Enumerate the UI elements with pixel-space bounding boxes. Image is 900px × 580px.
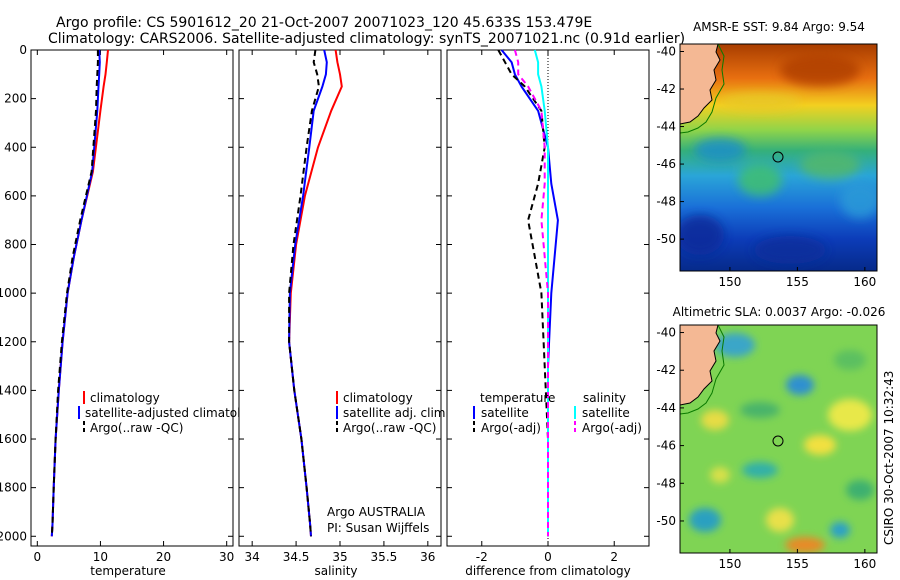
legend-label-climatology: climatology — [90, 391, 160, 405]
map-y-tick-label: -42 — [656, 82, 676, 96]
difference-xlabel: difference from climatology — [465, 564, 631, 578]
x-tick-label: 34.5 — [283, 550, 310, 564]
legend-heading-temperature: temperature — [480, 391, 555, 405]
sla-map-image — [680, 325, 877, 553]
salinity-axes-box — [238, 49, 442, 547]
legend-label-temp-satellite: satellite — [481, 406, 529, 420]
credit-line2: PI: Susan Wijffels — [327, 521, 429, 535]
temperature-panel: 0 10 20 30 0 200 400 600 800 1000 1200 1400 1600 1800… — [0, 43, 263, 578]
map-y-tick-label: -48 — [656, 476, 676, 490]
x-tick-label: 0 — [33, 550, 41, 564]
map-x-tick-label: 160 — [853, 275, 876, 289]
salinity-profile-lines — [288, 49, 343, 537]
legend-heading-salinity: salinity — [583, 391, 626, 405]
x-tick-label: 0 — [544, 550, 552, 564]
x-tick-label: 30 — [219, 550, 234, 564]
map-y-tick-label: -48 — [656, 195, 676, 209]
temperature-profile-lines — [50, 49, 109, 537]
salinity-axis-ticks: 34 34.5 35 35.5 36 — [239, 49, 441, 564]
float-position-marker — [772, 151, 784, 163]
y-tick-label: 800 — [4, 238, 27, 252]
map-y-tick-label: -42 — [656, 363, 676, 377]
map-y-tick-label: -44 — [656, 401, 676, 415]
salinity-legend: climatology satellite adj. clim. Argo(..… — [336, 391, 449, 435]
sla-map-title: Altimetric SLA: 0.0037 Argo: -0.026 — [673, 305, 886, 319]
y-tick-label: 1000 — [0, 286, 27, 300]
legend-label-climatology: climatology — [343, 391, 413, 405]
salinity-panel: 34 34.5 35 35.5 36 salinity climatology sate… — [238, 49, 449, 578]
map-x-tick-label: 150 — [718, 557, 741, 571]
figure-title-line1: Argo profile: CS 5901612_20 21-Oct-2007 … — [56, 15, 592, 31]
temperature-axes-box — [30, 49, 234, 547]
sla-map-ticks: 150 155 160 -40 -42 -44 -46 -48 -50 — [656, 326, 876, 571]
temperature-axis-ticks: 0 10 20 30 0 200 400 600 800 1000 1200 1400 1600 1800… — [0, 43, 234, 564]
difference-profile-lines — [497, 49, 559, 537]
map-y-tick-label: -40 — [656, 45, 676, 59]
sst-map-panel: AMSR-E SST: 9.84 Argo: 9.54 150 155 160 -40… — [656, 20, 878, 289]
legend-label-argo: Argo(..raw -QC) — [343, 421, 436, 435]
y-tick-label: 2000 — [0, 529, 27, 543]
legend-label-argo: Argo(..raw -QC) — [90, 421, 183, 435]
figure-title-line2: Climatology: CARS2006. Satellite-adjuste… — [48, 31, 685, 47]
legend-label-satellite-adjusted: satellite-adjusted climatology — [85, 406, 263, 420]
sst-map-image — [680, 44, 877, 271]
sst-map-ticks: 150 155 160 -40 -42 -44 -46 -48 -50 — [656, 45, 876, 289]
sla-map-frame — [679, 324, 878, 554]
x-tick-label: 10 — [93, 550, 108, 564]
float-position-marker — [772, 435, 784, 447]
y-tick-label: 1600 — [0, 432, 27, 446]
series-line-salinity-argo-adj — [513, 49, 549, 537]
x-tick-label: 20 — [156, 550, 171, 564]
map-y-tick-label: -50 — [656, 514, 676, 528]
sst-map-title: AMSR-E SST: 9.84 Argo: 9.54 — [693, 20, 865, 34]
map-y-tick-label: -40 — [656, 326, 676, 340]
map-y-tick-label: -46 — [656, 157, 676, 171]
legend-label-sal-satellite: satellite — [582, 406, 630, 420]
legend-label-satellite-adj: satellite adj. clim. — [343, 406, 449, 420]
difference-axis-ticks: -2 0 2 — [447, 49, 649, 564]
x-tick-label: 36 — [420, 550, 435, 564]
csiro-timestamp: CSIRO 30-Oct-2007 10:32:43 — [882, 371, 896, 545]
map-y-tick-label: -50 — [656, 232, 676, 246]
x-tick-label: 35.5 — [371, 550, 398, 564]
y-tick-label: 200 — [4, 92, 27, 106]
legend-label-sal-argo: Argo(-adj) — [582, 421, 642, 435]
map-x-tick-label: 160 — [853, 557, 876, 571]
map-y-tick-label: -46 — [656, 439, 676, 453]
series-line-argo-raw-qc — [50, 50, 99, 537]
difference-legend: temperature salinity satellite Argo(-adj… — [473, 391, 642, 435]
x-tick-label: 2 — [610, 550, 618, 564]
y-tick-label: 1200 — [0, 335, 27, 349]
map-x-tick-label: 155 — [786, 557, 809, 571]
credit-line1: Argo AUSTRALIA — [327, 505, 426, 519]
temperature-legend: climatology satellite-adjusted climatolo… — [78, 391, 263, 435]
map-x-tick-label: 155 — [786, 275, 809, 289]
temperature-xlabel: temperature — [90, 564, 165, 578]
y-tick-label: 1400 — [0, 383, 27, 397]
y-tick-label: 600 — [4, 189, 27, 203]
legend-label-temp-argo: Argo(-adj) — [481, 421, 541, 435]
difference-panel: -2 0 2 difference from climatology tempera… — [446, 49, 650, 578]
y-tick-label: 0 — [19, 43, 27, 57]
y-tick-label: 1800 — [0, 481, 27, 495]
sst-map-frame — [679, 43, 878, 272]
series-line-argo-raw-qc — [288, 49, 320, 537]
salinity-xlabel: salinity — [314, 564, 357, 578]
sla-map-panel: Altimetric SLA: 0.0037 Argo: -0.026 — [656, 305, 885, 571]
map-y-tick-label: -44 — [656, 120, 676, 134]
x-tick-label: -2 — [476, 550, 488, 564]
x-tick-label: 35 — [332, 550, 347, 564]
map-x-tick-label: 150 — [718, 275, 741, 289]
y-tick-label: 400 — [4, 140, 27, 154]
x-tick-label: 34 — [245, 550, 260, 564]
